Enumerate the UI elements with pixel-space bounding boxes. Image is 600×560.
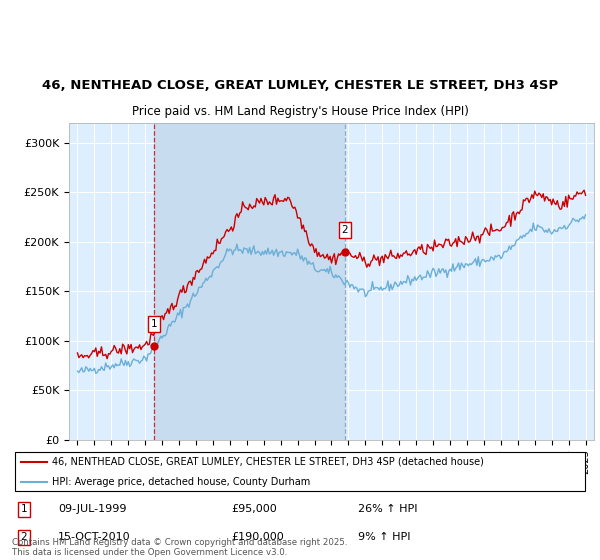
Text: 1: 1 [151, 319, 157, 329]
Text: 2: 2 [341, 225, 348, 235]
Text: 2: 2 [20, 533, 27, 543]
Text: 09-JUL-1999: 09-JUL-1999 [58, 504, 127, 514]
Text: 26% ↑ HPI: 26% ↑ HPI [358, 504, 417, 514]
Text: £190,000: £190,000 [231, 533, 284, 543]
Text: Price paid vs. HM Land Registry's House Price Index (HPI): Price paid vs. HM Land Registry's House … [131, 105, 469, 118]
Text: £95,000: £95,000 [231, 504, 277, 514]
Text: Contains HM Land Registry data © Crown copyright and database right 2025.
This d: Contains HM Land Registry data © Crown c… [12, 538, 347, 557]
Text: 46, NENTHEAD CLOSE, GREAT LUMLEY, CHESTER LE STREET, DH3 4SP: 46, NENTHEAD CLOSE, GREAT LUMLEY, CHESTE… [42, 80, 558, 92]
Text: 1: 1 [20, 504, 27, 514]
Text: 9% ↑ HPI: 9% ↑ HPI [358, 533, 410, 543]
Text: HPI: Average price, detached house, County Durham: HPI: Average price, detached house, Coun… [52, 477, 311, 487]
Bar [154, 123, 345, 440]
Text: 15-OCT-2010: 15-OCT-2010 [58, 533, 131, 543]
FancyBboxPatch shape [15, 452, 585, 491]
Text: 46, NENTHEAD CLOSE, GREAT LUMLEY, CHESTER LE STREET, DH3 4SP (detached house): 46, NENTHEAD CLOSE, GREAT LUMLEY, CHESTE… [52, 457, 484, 466]
